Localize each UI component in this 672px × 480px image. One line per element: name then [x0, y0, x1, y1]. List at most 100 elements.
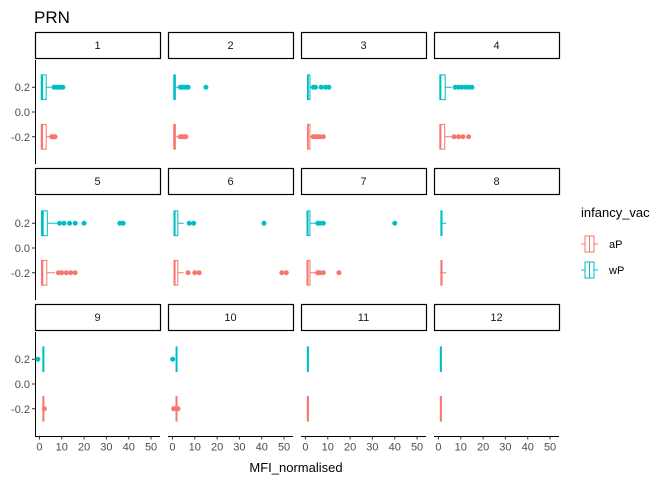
outlier-point-wP — [186, 220, 192, 226]
outlier-point-wP — [313, 84, 319, 90]
facet-strip-label: 11 — [358, 312, 369, 324]
box-wP — [40, 210, 48, 237]
x-tick-label: 40 — [256, 442, 268, 454]
y-tick-label: -0.2 — [11, 132, 30, 144]
facet-strip-label: 12 — [490, 312, 502, 324]
x-tick-label: 0 — [36, 442, 42, 454]
outlier-point-aP — [59, 270, 65, 276]
outlier-point-wP — [320, 220, 326, 226]
legend: infancy_vac aP wP — [581, 205, 650, 279]
x-tick-label: 10 — [322, 442, 334, 454]
outlier-point-aP — [466, 134, 472, 140]
outlier-point-aP — [175, 406, 181, 412]
facet-strip-label: 9 — [94, 312, 100, 324]
outlier-point-wP — [203, 84, 209, 90]
outlier-point-wP — [61, 220, 67, 226]
outlier-point-aP — [72, 270, 78, 276]
outlier-point-wP — [469, 84, 475, 90]
facet-strip — [34, 31, 162, 60]
x-tick-label: 0 — [435, 442, 441, 454]
facet-strip — [34, 303, 162, 332]
outlier-point-wP — [67, 220, 73, 226]
x-tick-label: 50 — [411, 442, 423, 454]
x-tick-label: 10 — [56, 442, 68, 454]
facet-strip — [300, 31, 428, 60]
outlier-point-aP — [320, 270, 326, 276]
facet-strip-label: 4 — [493, 40, 499, 52]
outlier-point-aP — [68, 270, 74, 276]
outlier-point-aP — [192, 270, 198, 276]
chart-title: PRN — [34, 8, 70, 27]
outlier-point-wP — [72, 220, 78, 226]
facet-strip-label: 10 — [224, 312, 236, 324]
facet-strip — [300, 303, 428, 332]
outlier-point-aP — [185, 270, 191, 276]
x-tick-label: 20 — [211, 442, 223, 454]
outlier-point-aP — [460, 134, 466, 140]
outlier-point-wP — [392, 220, 398, 226]
facet-strip — [167, 303, 295, 332]
y-tick-label: -0.2 — [11, 404, 30, 416]
outlier-point-wP — [35, 356, 41, 362]
outlier-point-aP — [320, 134, 326, 140]
x-tick-label: 50 — [145, 442, 157, 454]
y-tick-label: 0.2 — [15, 82, 30, 94]
x-tick-label: 50 — [544, 442, 556, 454]
facet-strip-label: 1 — [94, 40, 100, 52]
x-tick-label: 20 — [477, 442, 489, 454]
outlier-point-aP — [63, 270, 69, 276]
facet-strip-label: 3 — [360, 40, 366, 52]
facet-strip — [433, 167, 561, 196]
facet-strip — [34, 167, 162, 196]
x-tick-label: 20 — [344, 442, 356, 454]
x-tick-label: 20 — [78, 442, 90, 454]
x-tick-label: 10 — [455, 442, 467, 454]
facet-strip — [433, 303, 561, 332]
facet-strip — [300, 167, 428, 196]
x-tick-label: 30 — [366, 442, 378, 454]
x-tick-label: 30 — [233, 442, 245, 454]
outlier-point-aP — [41, 406, 47, 412]
facet-strip-label: 6 — [227, 176, 233, 188]
outlier-point-wP — [57, 220, 63, 226]
x-tick-label: 0 — [169, 442, 175, 454]
facet-panels: 1 0.2 0.0 -0.2 2 3 4 5 0.2 0.0 -0.2 6 7 8 9 0.2 0.0 -0.2 0… — [11, 31, 561, 454]
y-tick-label: -0.2 — [11, 268, 30, 280]
outlier-point-aP — [283, 270, 289, 276]
facet-strip-label: 7 — [360, 176, 366, 188]
outlier-point-wP — [120, 220, 126, 226]
x-tick-label: 50 — [278, 442, 290, 454]
outlier-point-wP — [60, 84, 66, 90]
outlier-point-aP — [196, 270, 202, 276]
facet-strip-label: 2 — [227, 40, 233, 52]
outlier-point-wP — [185, 84, 191, 90]
facet-strip — [167, 31, 295, 60]
outlier-point-wP — [170, 356, 176, 362]
x-tick-label: 30 — [100, 442, 112, 454]
outlier-point-aP — [456, 134, 462, 140]
outlier-point-aP — [336, 270, 342, 276]
facet-strip-label: 8 — [493, 176, 499, 188]
legend-entry-label: aP — [609, 239, 622, 251]
outlier-point-wP — [318, 84, 324, 90]
outlier-point-wP — [326, 84, 332, 90]
outlier-point-aP — [279, 270, 285, 276]
y-tick-label: 0.2 — [15, 354, 30, 366]
x-tick-label: 40 — [522, 442, 534, 454]
legend-title: infancy_vac — [581, 205, 650, 220]
x-tick-label: 40 — [123, 442, 135, 454]
facet-strip-label: 5 — [94, 176, 100, 188]
x-axis-title: MFI_normalised — [249, 460, 342, 475]
y-tick-label: 0.0 — [15, 243, 30, 255]
outlier-point-aP — [52, 134, 58, 140]
y-tick-label: 0.0 — [15, 107, 30, 119]
outlier-point-aP — [183, 134, 189, 140]
x-tick-label: 0 — [302, 442, 308, 454]
outlier-point-aP — [451, 134, 457, 140]
y-tick-label: 0.0 — [15, 379, 30, 391]
outlier-point-wP — [81, 220, 87, 226]
outlier-point-wP — [261, 220, 267, 226]
facet-strip — [433, 31, 561, 60]
x-tick-label: 40 — [389, 442, 401, 454]
